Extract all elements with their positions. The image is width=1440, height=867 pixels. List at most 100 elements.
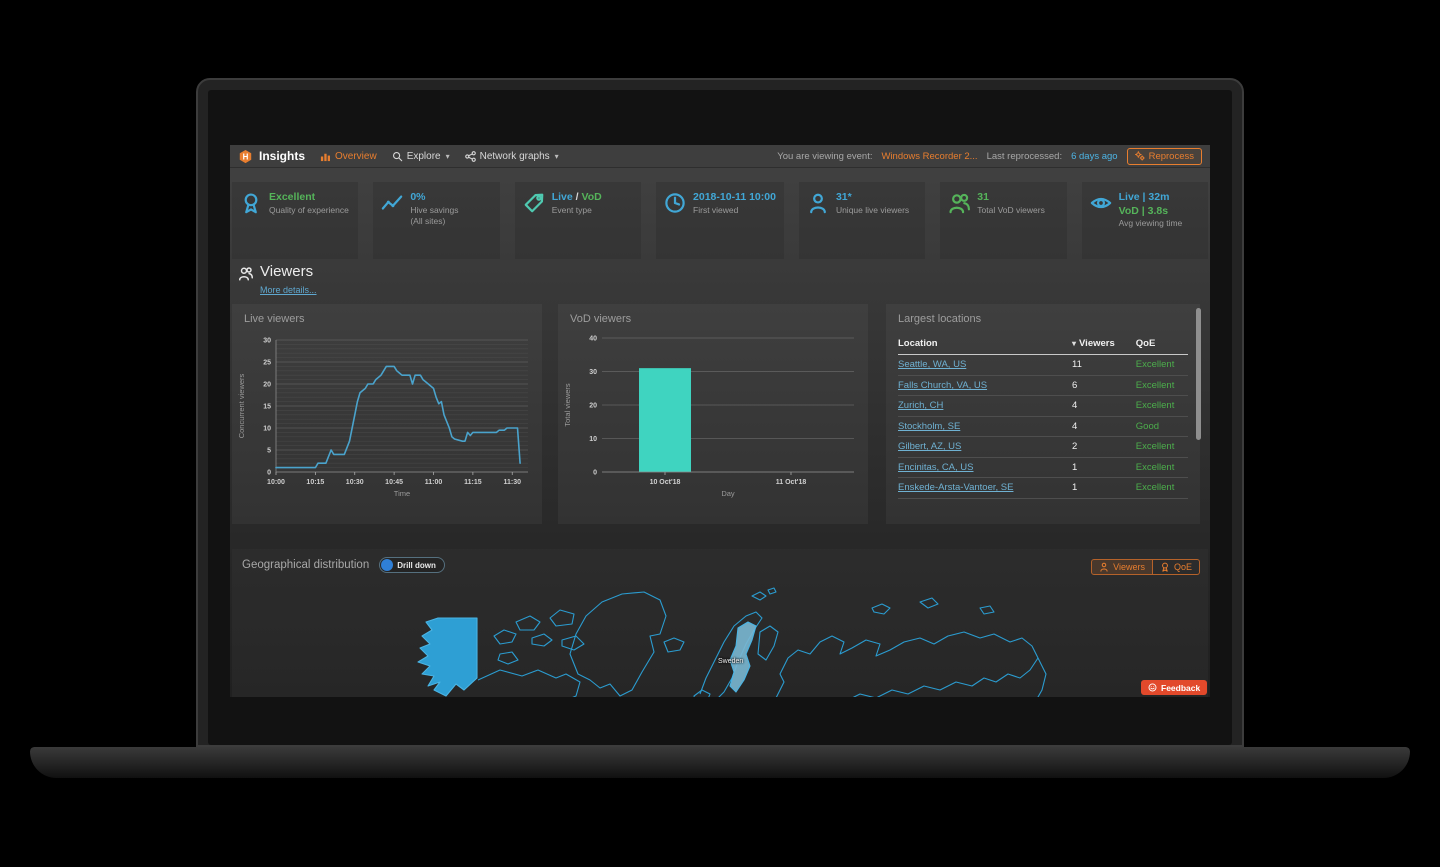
nav-overview[interactable]: Overview xyxy=(320,151,377,162)
nav-explore[interactable]: Explore ▾ xyxy=(392,151,450,162)
people-icon xyxy=(948,192,971,214)
svg-text:40: 40 xyxy=(589,336,597,343)
column-location[interactable]: Location xyxy=(898,334,1072,355)
person-icon xyxy=(807,192,829,214)
svg-text:0: 0 xyxy=(593,470,597,477)
kpi-value: Live | 32m xyxy=(1118,191,1170,203)
kpi-label: Quality of experience xyxy=(269,204,349,215)
kpi-label: Avg viewing time xyxy=(1118,218,1183,229)
kpi-value: Excellent xyxy=(269,191,316,203)
svg-text:11:00: 11:00 xyxy=(425,479,443,486)
sort-caret-icon: ▾ xyxy=(1072,339,1077,348)
geo-mode-buttons: Viewers QoE xyxy=(1091,559,1200,575)
hive-logo-icon: H xyxy=(238,149,253,164)
share-icon xyxy=(464,150,476,162)
brand[interactable]: H Insights xyxy=(238,149,305,164)
svg-text:10:30: 10:30 xyxy=(346,479,364,486)
kpi-value: 0% xyxy=(410,191,426,203)
location-link[interactable]: Encinitas, CA, US xyxy=(898,461,974,473)
largest-locations-panel: Largest locations Location ▾ Viewers QoE … xyxy=(886,304,1200,524)
kpi-card: 0% Hive savings (All sites) xyxy=(373,182,500,259)
search-icon xyxy=(392,151,403,162)
svg-text:Total viewers: Total viewers xyxy=(563,383,572,427)
table-row: Zurich, CH 4 Excellent xyxy=(898,395,1188,417)
kpi-label: Hive savings xyxy=(410,204,459,215)
svg-text:Concurrent viewers: Concurrent viewers xyxy=(237,373,246,438)
largest-locations-title: Largest locations xyxy=(898,313,982,325)
more-details-link[interactable]: More details... xyxy=(260,285,317,295)
column-viewers[interactable]: ▾ Viewers xyxy=(1072,334,1136,355)
viewers-count: 1 xyxy=(1072,477,1136,499)
navbar-right: You are viewing event: Windows Recorder … xyxy=(777,147,1202,165)
viewers-section-title: Viewers xyxy=(260,263,314,280)
kpi-card: 31 Total VoD viewers xyxy=(940,182,1067,259)
location-link[interactable]: Seattle, WA, US xyxy=(898,359,967,371)
kpi-card: 2018-10-11 10:00 First viewed xyxy=(656,182,784,259)
svg-text:10:15: 10:15 xyxy=(306,479,324,486)
table-row: Encinitas, CA, US 1 Excellent xyxy=(898,457,1188,478)
svg-text:20: 20 xyxy=(589,403,597,410)
geo-viewers-button[interactable]: Viewers xyxy=(1091,559,1153,575)
column-qoe[interactable]: QoE xyxy=(1135,334,1188,355)
vod-viewers-chart: 0 10 20 30 40 10 Oct'18 11 Oct'18 Day Total view… xyxy=(563,336,854,498)
viewers-count: 1 xyxy=(1072,457,1136,478)
viewing-event-prefix: You are viewing event: xyxy=(777,150,873,162)
location-link[interactable]: Falls Church, VA, US xyxy=(898,379,988,391)
locations-table: Location ▾ Viewers QoE Seattle, WA, US 11 E… xyxy=(898,334,1188,499)
laptop-base xyxy=(30,747,1410,778)
svg-text:10:00: 10:00 xyxy=(267,479,285,486)
svg-text:30: 30 xyxy=(263,338,271,345)
svg-text:5: 5 xyxy=(267,448,271,455)
reprocessed-link[interactable]: 6 days ago xyxy=(1071,150,1118,162)
svg-text:11 Oct'18: 11 Oct'18 xyxy=(776,479,807,486)
insights-app: H Insights Overview Explore ▾ Network gr… xyxy=(230,145,1210,697)
svg-text:10:45: 10:45 xyxy=(385,479,403,486)
bar-chart-icon xyxy=(320,151,331,162)
award-icon xyxy=(1160,562,1170,572)
geo-qoe-button[interactable]: QoE xyxy=(1152,559,1200,575)
viewing-event-link[interactable]: Windows Recorder 2... xyxy=(881,150,978,162)
table-row: Falls Church, VA, US 6 Excellent xyxy=(898,375,1188,396)
location-link[interactable]: Zurich, CH xyxy=(898,400,944,412)
live-viewers-chart: 0 5 10 15 20 25 30 10:00 10:15 10:30 10:45 11:00 11:… xyxy=(237,338,528,498)
drill-down-label: Drill down xyxy=(397,560,436,570)
smiley-icon xyxy=(1148,683,1157,692)
kpi-value: 31 xyxy=(977,191,989,203)
svg-text:10: 10 xyxy=(589,436,597,443)
viewers-count: 6 xyxy=(1072,375,1136,396)
vod-viewers-title: VoD viewers xyxy=(570,313,632,325)
trend-icon xyxy=(381,192,403,214)
vertical-scrollbar[interactable] xyxy=(1196,308,1201,440)
kpi-card: Excellent Quality of experience xyxy=(232,182,359,259)
nav-network-graphs-label: Network graphs xyxy=(479,150,550,162)
table-row: Seattle, WA, US 11 Excellent xyxy=(898,354,1188,376)
svg-text:30: 30 xyxy=(589,369,597,376)
kpi-value: Live / VoD xyxy=(551,191,602,203)
table-row: Gilbert, AZ, US 2 Excellent xyxy=(898,436,1188,458)
kpi-value: VoD | 3.8s xyxy=(1118,204,1169,217)
kpi-label: Event type xyxy=(551,204,592,215)
geo-header: Geographical distribution Drill down xyxy=(242,557,445,573)
viewers-count: 11 xyxy=(1072,354,1136,376)
eye-icon xyxy=(1090,192,1112,214)
reprocess-label: Reprocess xyxy=(1148,150,1194,162)
feedback-button[interactable]: Feedback xyxy=(1141,680,1208,695)
kpi-card: 31* Unique live viewers xyxy=(798,182,926,259)
svg-text:15: 15 xyxy=(263,404,271,411)
drill-down-toggle[interactable]: Drill down xyxy=(379,557,445,573)
kpi-row: Excellent Quality of experience 0% Hive sav… xyxy=(232,182,1208,259)
reprocess-button[interactable]: Reprocess xyxy=(1126,147,1202,165)
world-map[interactable]: Sweden xyxy=(232,578,1208,697)
svg-text:0: 0 xyxy=(267,470,271,477)
kpi-label: Unique live viewers xyxy=(835,204,910,215)
nav-network-graphs[interactable]: Network graphs ▾ xyxy=(464,150,559,162)
qoe-value: Excellent xyxy=(1135,477,1188,499)
location-link[interactable]: Stockholm, SE xyxy=(898,420,961,432)
location-link[interactable]: Enskede-Arsta-Vantoer, SE xyxy=(898,482,1014,494)
tag-icon xyxy=(523,192,545,214)
kpi-label: (All sites) xyxy=(410,215,446,226)
location-link[interactable]: Gilbert, AZ, US xyxy=(898,441,962,453)
svg-text:25: 25 xyxy=(263,360,271,367)
map-country-label[interactable]: Sweden xyxy=(718,658,744,665)
